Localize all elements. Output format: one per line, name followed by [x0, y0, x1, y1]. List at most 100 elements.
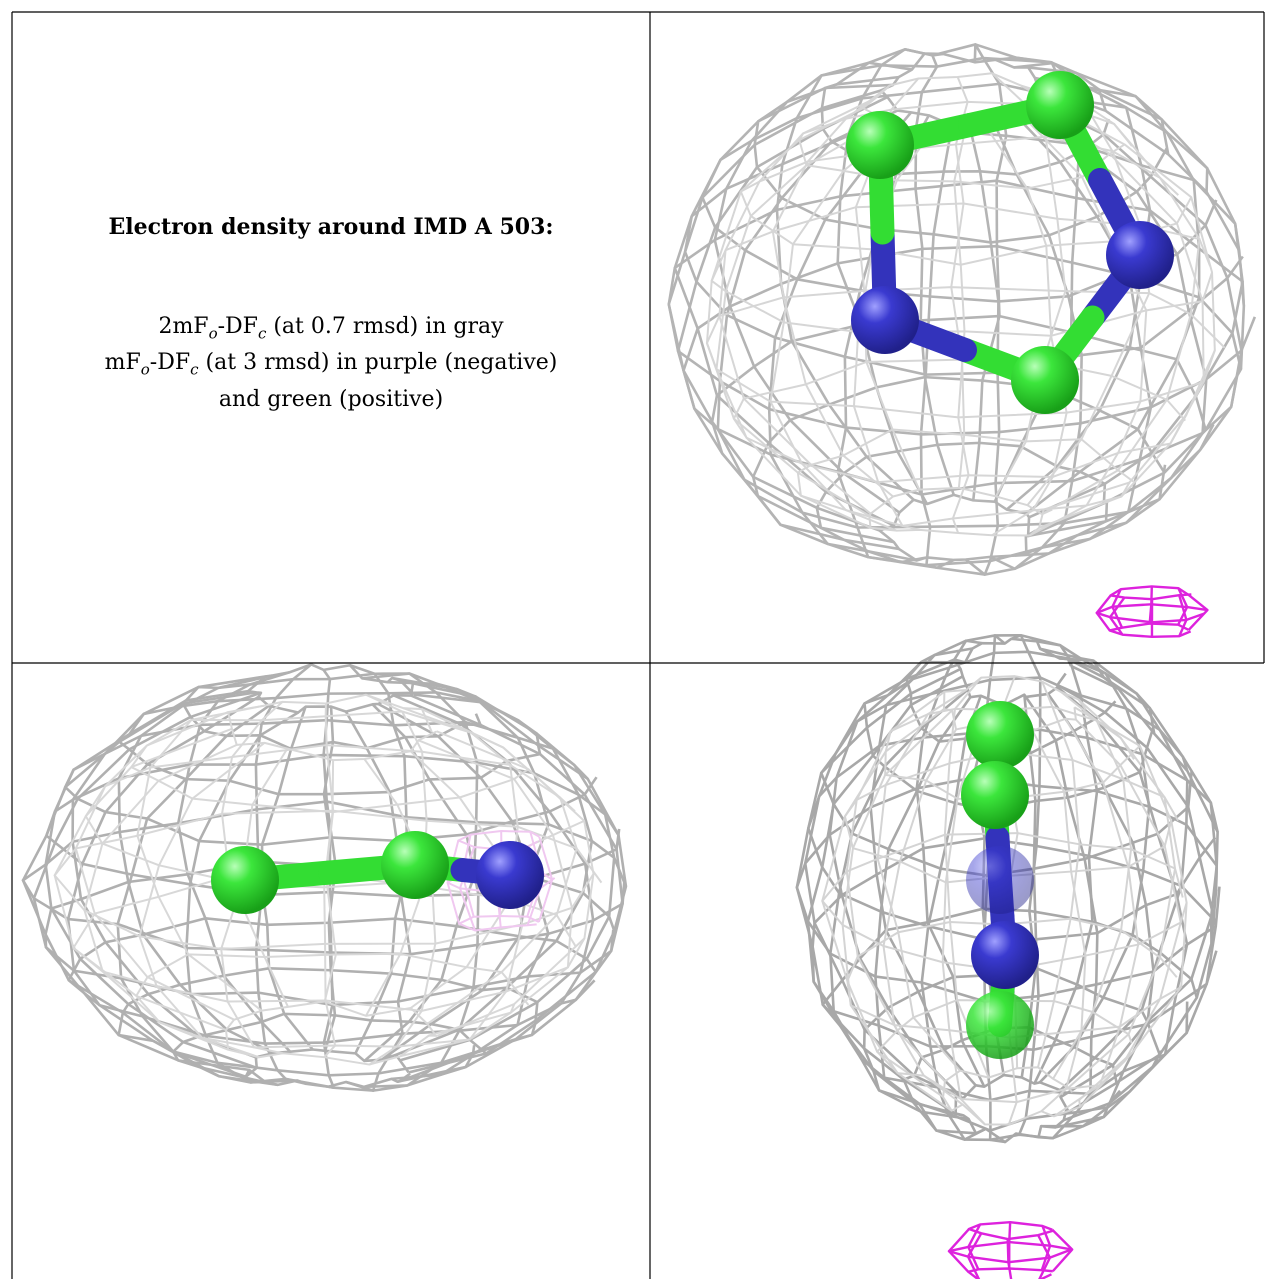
subscript: c	[257, 324, 267, 343]
mesh-meridian	[1059, 657, 1189, 1092]
mesh-meridian	[965, 117, 1001, 576]
atom	[966, 701, 1034, 769]
mesh-meridian	[446, 840, 461, 924]
mesh-meridian	[966, 1232, 983, 1279]
mesh-meridian	[408, 693, 628, 1074]
mesh-meridian	[399, 694, 624, 1083]
mesh-meridian	[185, 711, 299, 1084]
mesh	[705, 72, 1226, 537]
mesh-meridian	[947, 1228, 970, 1273]
atom	[1011, 346, 1079, 414]
text-run: (at 3 rmsd) in purple (negative)	[198, 350, 558, 376]
subscript: c	[190, 360, 199, 379]
mesh-meridian	[365, 693, 428, 1017]
mesh-meridian	[391, 676, 594, 1057]
atom	[1106, 221, 1174, 289]
mesh-meridian	[1067, 664, 1219, 1113]
mesh-meridian	[1040, 1225, 1052, 1271]
mesh-meridian	[795, 667, 962, 1116]
atom	[966, 846, 1034, 914]
mesh-meridian	[1028, 76, 1244, 519]
caption-title: Electron density around IMD A 503:	[108, 214, 554, 240]
mesh-meridian	[74, 711, 235, 1021]
atom	[851, 286, 919, 354]
mesh-meridian	[806, 675, 964, 1117]
mesh-meridian	[941, 724, 986, 1126]
mesh-meridian	[943, 677, 990, 1078]
mesh-meridian	[914, 52, 955, 496]
mesh-meridian	[713, 75, 901, 514]
mesh-meridian	[769, 125, 899, 532]
mesh-meridian	[138, 742, 266, 1059]
mesh	[1095, 585, 1209, 639]
mesh-meridian	[1187, 593, 1209, 631]
mesh-meridian	[220, 748, 289, 1055]
mesh-meridian	[950, 76, 969, 488]
mesh-ring	[947, 1240, 1073, 1264]
mesh-meridian	[421, 708, 578, 1025]
mesh-meridian	[1033, 640, 1099, 1085]
mesh-meridian	[1006, 1239, 1013, 1279]
mesh-meridian	[1032, 107, 1205, 529]
mesh-meridian	[920, 695, 987, 1141]
subscript: o	[140, 360, 150, 379]
mesh-meridian	[1014, 114, 1153, 557]
mesh-meridian	[673, 83, 895, 527]
mesh-meridian	[1053, 718, 1140, 1118]
mesh-meridian	[1177, 587, 1189, 626]
mesh	[947, 1220, 1074, 1279]
mesh-meridian	[83, 743, 238, 1051]
mesh-meridian	[876, 689, 967, 1072]
mesh-meridian	[1108, 596, 1126, 636]
atom	[966, 991, 1034, 1059]
mesh-meridian	[1051, 1228, 1074, 1273]
mesh-meridian	[882, 728, 964, 1106]
atom	[476, 841, 544, 909]
mesh-meridian	[667, 89, 882, 532]
mesh-meridian	[821, 708, 945, 1098]
mesh-meridian	[322, 706, 336, 1090]
mesh-meridian	[971, 43, 1008, 501]
mesh-meridian	[32, 691, 262, 1072]
atom	[971, 921, 1039, 989]
text-run: mF	[104, 350, 141, 376]
mesh-meridian	[377, 702, 550, 1081]
mesh-meridian	[1010, 633, 1042, 1078]
mesh-meridian	[349, 664, 409, 1054]
caption-line: mFo-DFc (at 3 rmsd) in purple (negative)	[14, 348, 648, 384]
mesh-meridian	[676, 95, 895, 544]
mesh-meridian	[951, 117, 970, 534]
mesh-meridian	[221, 701, 289, 1008]
mesh-meridian	[1111, 588, 1124, 629]
mesh-meridian	[775, 61, 915, 501]
mesh	[21, 663, 628, 1092]
mesh-meridian	[1026, 120, 1148, 537]
mesh-meridian	[767, 111, 917, 562]
mesh-meridian	[1024, 696, 1099, 1140]
mesh-meridian	[1019, 107, 1208, 555]
mesh-meridian	[771, 84, 894, 498]
mesh-meridian	[715, 119, 886, 529]
mesh-meridian	[254, 706, 307, 1086]
mesh-meridian	[400, 750, 524, 1058]
mesh-meridian	[116, 704, 278, 1087]
mesh-meridian	[829, 688, 969, 1121]
mesh-meridian	[323, 703, 337, 1002]
caption-cell: Electron density around IMD A 503: 2mF o -…	[14, 200, 648, 415]
mesh-meridian	[537, 836, 554, 923]
mesh-meridian	[344, 711, 412, 1092]
mesh-meridian	[718, 97, 876, 515]
mesh-meridian	[841, 709, 953, 1112]
text-run: -DF	[217, 314, 258, 339]
mesh-meridian	[1043, 104, 1216, 511]
mesh-meridian	[1041, 99, 1201, 516]
atom	[381, 831, 449, 899]
mesh-meridian	[1055, 686, 1189, 1129]
mesh-meridian	[363, 758, 437, 1066]
text-run: 2mF	[158, 314, 209, 339]
mesh-meridian	[399, 679, 616, 1062]
mesh-meridian	[845, 691, 946, 1082]
mesh-meridian	[1025, 99, 1243, 538]
molecules	[211, 71, 1174, 1059]
mesh-meridian	[919, 125, 955, 570]
